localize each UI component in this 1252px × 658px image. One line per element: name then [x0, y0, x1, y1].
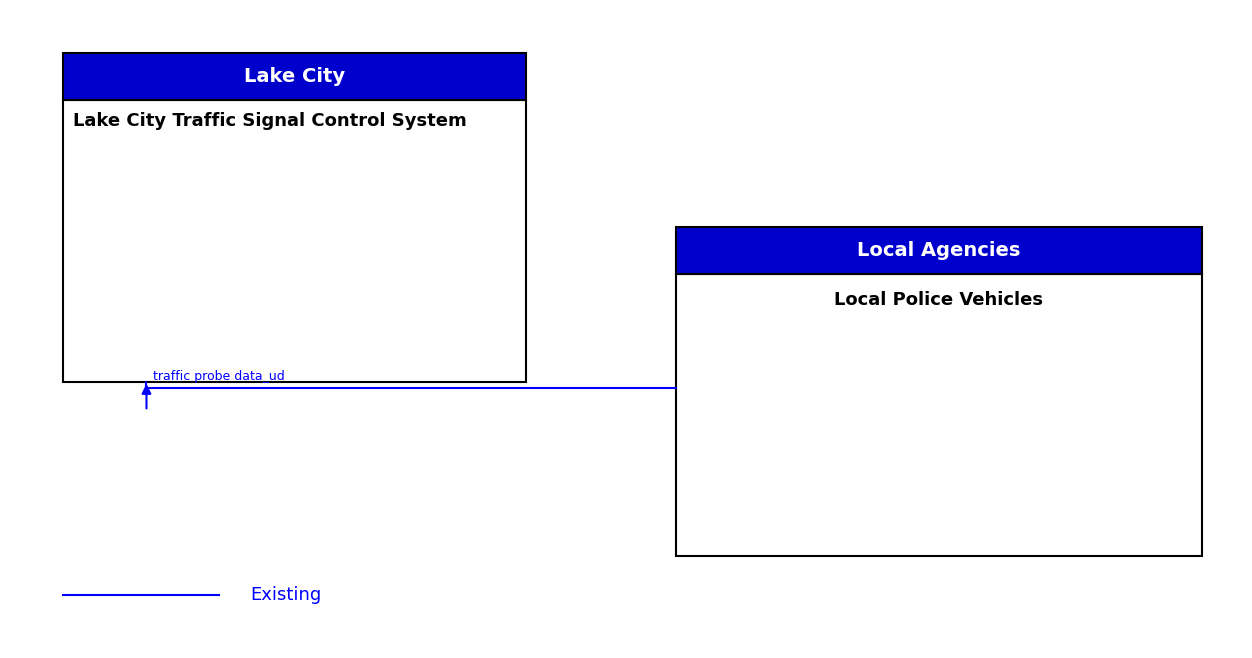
Text: Local Agencies: Local Agencies: [858, 241, 1020, 260]
Bar: [676, 274, 1202, 556]
Text: Lake City Traffic Signal Control System: Lake City Traffic Signal Control System: [73, 112, 466, 130]
Bar: [63, 53, 526, 100]
Text: Lake City: Lake City: [244, 67, 344, 86]
Text: Local Police Vehicles: Local Police Vehicles: [835, 291, 1043, 309]
Text: Existing: Existing: [250, 586, 322, 605]
Bar: [63, 100, 526, 382]
Bar: [676, 227, 1202, 274]
Text: traffic probe data_ud: traffic probe data_ud: [153, 370, 284, 383]
